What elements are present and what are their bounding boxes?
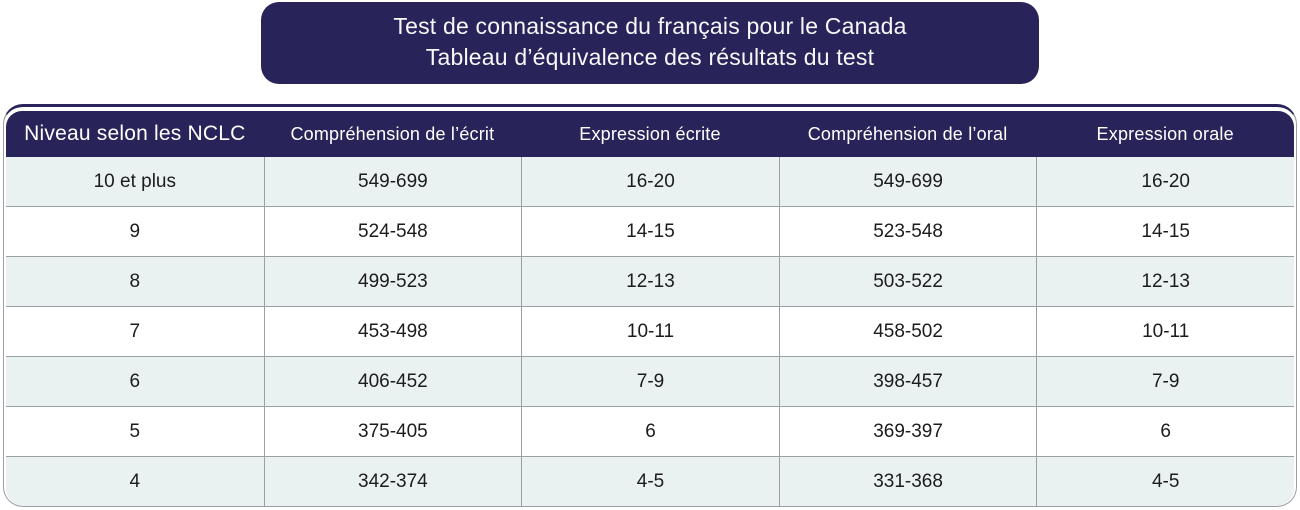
cell-score-range: 4-5 <box>521 456 779 507</box>
cell-score-range: 14-15 <box>521 206 779 257</box>
cell-nclc-level: 6 <box>6 356 264 407</box>
cell-score-range: 16-20 <box>521 157 779 207</box>
table-row: 7 453-498 10-11 458-502 10-11 <box>6 306 1294 357</box>
col-header-comprehension-oral: Compréhension de l’oral <box>778 111 1037 158</box>
col-header-expression-ecrite: Expression écrite <box>521 111 779 158</box>
cell-nclc-level: 9 <box>6 206 264 257</box>
cell-score-range: 10-11 <box>1036 306 1294 357</box>
cell-score-range: 398-457 <box>778 356 1037 407</box>
cell-nclc-level: 5 <box>6 406 264 457</box>
cell-nclc-level: 7 <box>6 306 264 357</box>
cell-score-range: 549-699 <box>263 157 522 207</box>
cell-score-range: 6 <box>1036 406 1294 457</box>
cell-score-range: 503-522 <box>778 256 1037 307</box>
cell-score-range: 458-502 <box>778 306 1037 357</box>
cell-score-range: 524-548 <box>263 206 522 257</box>
table-row: 5 375-405 6 369-397 6 <box>6 406 1294 457</box>
cell-score-range: 14-15 <box>1036 206 1294 257</box>
table-row: 4 342-374 4-5 331-368 4-5 <box>6 456 1294 507</box>
table-header: Niveau selon les NCLC Compréhension de l… <box>6 111 1294 158</box>
cell-nclc-level: 8 <box>6 256 264 307</box>
cell-score-range: 331-368 <box>778 456 1037 507</box>
cell-score-range: 7-9 <box>521 356 779 407</box>
cell-score-range: 12-13 <box>521 256 779 307</box>
cell-score-range: 549-699 <box>778 157 1037 207</box>
cell-score-range: 4-5 <box>1036 456 1294 507</box>
cell-nclc-level: 4 <box>6 456 264 507</box>
col-header-expression-orale: Expression orale <box>1036 111 1294 158</box>
table-row: 10 et plus 549-699 16-20 549-699 16-20 <box>6 157 1294 207</box>
cell-score-range: 7-9 <box>1036 356 1294 407</box>
cell-score-range: 375-405 <box>263 406 522 457</box>
table-body: 10 et plus 549-699 16-20 549-699 16-20 9… <box>6 157 1294 507</box>
equivalence-table: Niveau selon les NCLC Compréhension de l… <box>6 111 1294 507</box>
cell-score-range: 406-452 <box>263 356 522 407</box>
table-row: 8 499-523 12-13 503-522 12-13 <box>6 256 1294 307</box>
col-header-comprehension-ecrit: Compréhension de l’écrit <box>263 111 522 158</box>
cell-score-range: 6 <box>521 406 779 457</box>
equivalence-table-container: Niveau selon les NCLC Compréhension de l… <box>3 104 1297 508</box>
table-row: 9 524-548 14-15 523-548 14-15 <box>6 206 1294 257</box>
cell-score-range: 10-11 <box>521 306 779 357</box>
col-header-nclc-level: Niveau selon les NCLC <box>6 111 264 158</box>
table-row: 6 406-452 7-9 398-457 7-9 <box>6 356 1294 407</box>
title-banner: Test de connaissance du français pour le… <box>261 2 1039 85</box>
cell-score-range: 342-374 <box>263 456 522 507</box>
cell-score-range: 16-20 <box>1036 157 1294 207</box>
cell-score-range: 453-498 <box>263 306 522 357</box>
title-line-1: Test de connaissance du français pour le… <box>393 13 907 39</box>
table-header-row: Niveau selon les NCLC Compréhension de l… <box>6 111 1294 158</box>
cell-score-range: 12-13 <box>1036 256 1294 307</box>
cell-score-range: 369-397 <box>778 406 1037 457</box>
cell-score-range: 499-523 <box>263 256 522 307</box>
cell-score-range: 523-548 <box>778 206 1037 257</box>
title-line-2: Tableau d’équivalence des résultats du t… <box>425 44 875 71</box>
cell-nclc-level: 10 et plus <box>6 157 264 207</box>
